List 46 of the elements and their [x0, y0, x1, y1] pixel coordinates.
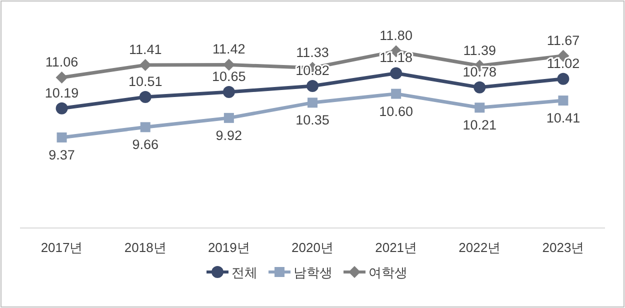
- point: [56, 71, 68, 84]
- data-label: 10.41: [546, 110, 580, 126]
- data-label: 11.41: [128, 42, 162, 58]
- data-label: 10.51: [128, 74, 162, 89]
- data-label: 11.02: [546, 56, 580, 71]
- x-tick-label: 2019년: [208, 240, 250, 255]
- x-tick-label: 2018년: [124, 240, 166, 255]
- data-label: 9.66: [132, 137, 158, 152]
- legend-label: 남학생: [294, 265, 332, 280]
- point: [56, 132, 67, 142]
- data-label: 9.37: [48, 147, 75, 162]
- data-label: 10.35: [296, 112, 330, 128]
- data-label: 11.67: [546, 32, 580, 48]
- data-label: 11.42: [212, 42, 246, 57]
- legend-label: 전체: [232, 265, 258, 280]
- data-label: 11.33: [296, 44, 329, 60]
- point: [306, 80, 318, 92]
- point: [390, 67, 402, 80]
- point: [391, 88, 402, 99]
- point: [140, 122, 150, 132]
- data-label: 10.65: [212, 69, 246, 84]
- point: [557, 72, 570, 85]
- legend-label: 여학생: [368, 265, 408, 280]
- data-label: 11.06: [45, 54, 78, 70]
- data-label: 11.80: [380, 28, 412, 44]
- data-label: 10.19: [44, 85, 79, 100]
- x-tick-label: 2021년: [375, 240, 418, 255]
- data-label: 11.18: [380, 50, 412, 66]
- x-tick-label: 2017년: [40, 240, 83, 255]
- point: [308, 98, 318, 108]
- data-label: 10.78: [462, 64, 497, 80]
- point: [139, 91, 152, 103]
- x-tick-label: 2020년: [292, 240, 334, 255]
- point: [474, 81, 486, 94]
- point: [139, 59, 152, 72]
- data-label: 9.92: [216, 128, 242, 143]
- point: [56, 102, 68, 114]
- data-label: 10.60: [379, 104, 413, 119]
- data-label: 10.21: [462, 118, 497, 133]
- x-tick-label: 2023년: [542, 240, 584, 255]
- point: [474, 102, 485, 113]
- data-label: 11.39: [463, 42, 496, 58]
- x-tick-label: 2022년: [458, 240, 501, 255]
- point: [222, 86, 235, 98]
- point: [224, 112, 234, 123]
- point: [558, 96, 568, 106]
